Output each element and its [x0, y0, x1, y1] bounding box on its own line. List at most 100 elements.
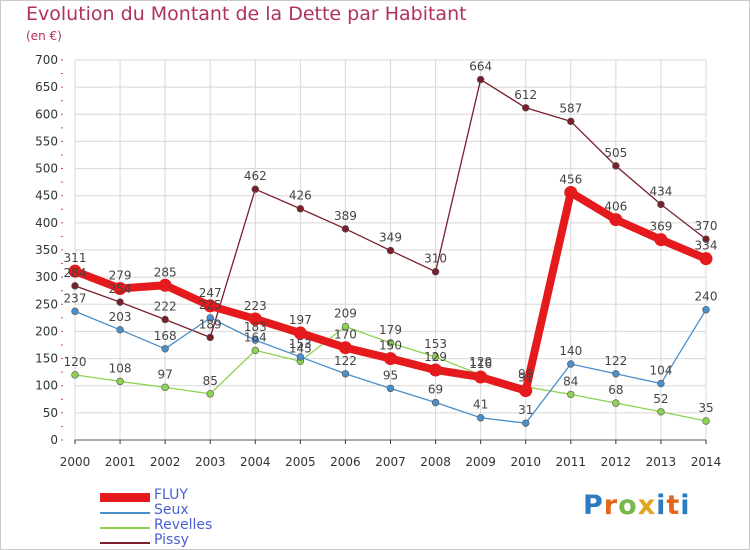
data-label-fluy: 311 — [64, 251, 87, 265]
data-point-pissy — [567, 117, 575, 126]
data-point-fluy — [519, 384, 533, 398]
x-tick-label: 2003 — [195, 455, 226, 469]
data-label-revelles: 153 — [424, 337, 447, 351]
data-label-pissy: 349 — [379, 231, 402, 245]
x-tick-label: 2009 — [465, 455, 496, 469]
y-tick-label: 350 — [35, 243, 58, 257]
data-label-seux: 237 — [64, 291, 87, 305]
data-label-pissy: 462 — [244, 169, 267, 183]
y-tick-label: 0 — [50, 433, 58, 447]
data-point-seux — [116, 326, 124, 334]
data-point-seux — [71, 307, 79, 316]
data-label-revelles: 52 — [653, 392, 668, 406]
y-tick-label: 500 — [35, 162, 58, 176]
chart-title: Evolution du Montant de la Dette par Hab… — [26, 3, 467, 25]
data-point-seux — [431, 398, 440, 407]
y-tick-label: 200 — [35, 324, 58, 338]
data-point-pissy — [161, 315, 169, 324]
data-label-seux: 240 — [695, 290, 718, 304]
data-point-revelles — [161, 383, 169, 392]
data-label-fluy: 170 — [334, 328, 357, 342]
data-point-revelles — [386, 339, 395, 347]
data-label-revelles: 85 — [203, 374, 218, 388]
data-point-pissy — [341, 225, 350, 233]
data-point-revelles — [657, 408, 665, 416]
data-label-seux: 122 — [334, 354, 357, 368]
data-label-seux: 41 — [473, 398, 488, 412]
data-point-seux — [296, 353, 305, 361]
data-label-fluy: 279 — [109, 269, 132, 283]
data-label-seux: 153 — [289, 337, 312, 351]
data-label-seux: 140 — [559, 344, 582, 358]
data-point-seux — [251, 336, 259, 344]
logo-letter: P — [583, 490, 604, 521]
data-label-fluy: 334 — [695, 239, 718, 253]
y-tick-label: 100 — [35, 379, 58, 393]
data-point-fluy — [429, 363, 443, 377]
data-label-pissy: 587 — [559, 101, 582, 115]
logo-letter: o — [618, 490, 638, 521]
data-point-fluy — [68, 264, 82, 278]
legend-label: Revelles — [154, 517, 213, 533]
logo-letter: r — [603, 490, 619, 521]
data-point-fluy — [203, 299, 217, 313]
data-label-revelles: 98 — [518, 367, 533, 381]
data-point-seux — [522, 419, 530, 427]
data-label-fluy: 197 — [289, 313, 312, 327]
data-label-pissy: 505 — [604, 146, 627, 160]
data-label-fluy: 150 — [379, 339, 402, 353]
data-point-pissy — [431, 268, 440, 276]
x-tick-label: 2004 — [240, 455, 271, 469]
data-point-seux — [612, 370, 620, 378]
data-point-pissy — [702, 235, 710, 243]
data-label-fluy: 369 — [649, 220, 672, 234]
data-label-pissy: 284 — [64, 266, 87, 280]
y-tick-label: 650 — [35, 80, 58, 94]
data-point-revelles — [612, 399, 620, 407]
logo-letter: t — [666, 490, 681, 521]
legend-swatch — [100, 527, 150, 529]
data-label-revelles: 108 — [109, 361, 132, 375]
data-point-pissy — [296, 205, 305, 213]
data-label-revelles: 179 — [379, 323, 402, 337]
y-tick-label: 600 — [35, 107, 58, 121]
data-point-fluy — [158, 278, 172, 292]
data-label-seux: 122 — [604, 354, 627, 368]
x-tick-label: 2002 — [150, 455, 181, 469]
data-label-fluy: 406 — [604, 200, 627, 214]
data-point-revelles — [206, 390, 214, 398]
x-tick-label: 2010 — [510, 455, 541, 469]
data-label-fluy: 456 — [559, 172, 582, 186]
x-tick-label: 2006 — [330, 455, 361, 469]
data-point-revelles — [341, 322, 350, 331]
data-point-seux — [206, 314, 214, 322]
data-point-pissy — [386, 246, 395, 255]
data-label-revelles: 209 — [334, 307, 357, 321]
data-label-pissy: 189 — [199, 317, 222, 331]
x-tick-label: 2008 — [420, 455, 451, 469]
data-label-seux: 69 — [428, 383, 443, 397]
x-tick-label: 2007 — [375, 455, 406, 469]
data-point-revelles — [431, 353, 440, 361]
data-label-seux: 95 — [383, 368, 398, 382]
data-point-fluy — [293, 326, 307, 340]
data-point-fluy — [474, 370, 488, 384]
data-point-fluy — [564, 185, 578, 199]
logo-letter: x — [637, 490, 657, 521]
data-point-pissy — [522, 104, 530, 112]
data-point-seux — [386, 384, 395, 393]
data-label-pissy: 434 — [649, 184, 672, 198]
data-label-revelles: 84 — [563, 374, 578, 388]
data-label-pissy: 254 — [109, 282, 132, 296]
data-point-fluy — [384, 352, 397, 366]
y-tick-label: 250 — [35, 297, 58, 311]
data-point-seux — [161, 345, 169, 353]
y-tick-label: 50 — [43, 406, 58, 420]
data-point-revelles — [702, 417, 710, 425]
data-point-seux — [341, 370, 350, 378]
data-point-pissy — [71, 282, 79, 290]
data-label-fluy: 223 — [244, 299, 267, 313]
data-label-revelles: 68 — [608, 383, 623, 397]
x-tick-label: 2000 — [60, 455, 91, 469]
